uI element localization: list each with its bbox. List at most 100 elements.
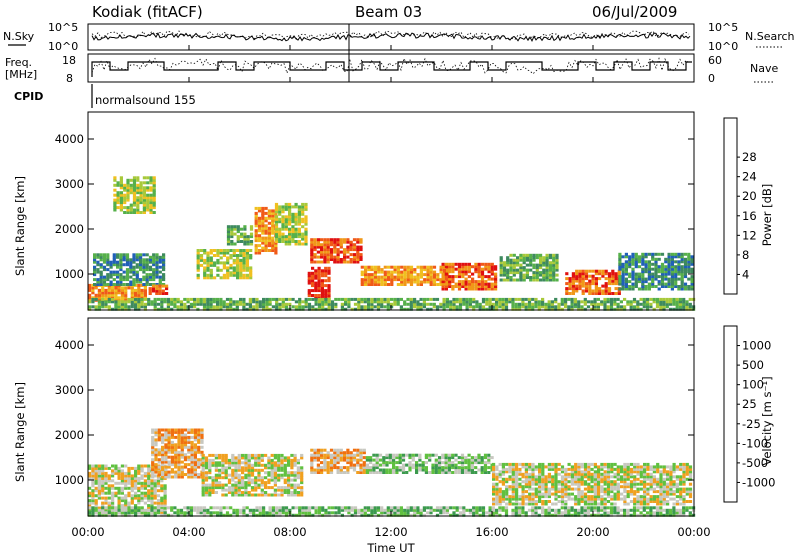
echo-cell <box>320 274 324 278</box>
echo-cell <box>588 284 592 288</box>
echo-cell <box>260 481 264 485</box>
echo-cell <box>160 479 164 483</box>
echo-cell <box>221 488 225 492</box>
echo-cell <box>538 462 542 466</box>
echo-cell <box>130 286 134 290</box>
echo-cell <box>472 300 476 304</box>
echo-cell <box>467 463 471 467</box>
echo-cell <box>613 495 617 499</box>
echo-cell <box>621 267 625 271</box>
echo-cell <box>193 458 197 462</box>
echo-cell <box>254 206 258 210</box>
echo-cell <box>137 469 141 473</box>
echo-cell <box>104 471 108 475</box>
echo-cell <box>234 468 238 472</box>
echo-cell <box>601 284 605 288</box>
echo-cell <box>333 250 337 254</box>
echo-cell <box>236 254 240 257</box>
echo-cell <box>326 245 330 249</box>
echo-cell <box>464 456 468 460</box>
echo-cell <box>155 284 159 288</box>
echo-cell <box>444 272 448 276</box>
echo-cell <box>659 490 663 494</box>
echo-cell <box>142 253 146 257</box>
echo-cell <box>229 297 233 301</box>
echo-cell <box>467 275 471 279</box>
echo-cell <box>644 280 648 284</box>
echo-cell <box>201 468 205 472</box>
echo-cell <box>243 232 247 236</box>
echo-cell <box>274 215 279 219</box>
echo-cell <box>94 474 98 478</box>
echo-cell <box>596 297 600 301</box>
echo-cell <box>672 297 676 301</box>
echo-cell <box>515 500 519 503</box>
echo-cell <box>647 270 651 274</box>
echo-cell <box>639 480 643 484</box>
echo-cell <box>287 473 291 477</box>
echo-cell <box>659 502 663 506</box>
echo-cell <box>577 475 581 479</box>
echo-cell <box>631 252 635 256</box>
echo-cell <box>333 245 337 249</box>
echo-cell <box>636 300 640 304</box>
echo-cell <box>659 472 663 476</box>
echo-cell <box>226 232 231 236</box>
echo-cell <box>487 461 491 465</box>
echo-cell <box>680 285 684 288</box>
echo-cell <box>230 242 234 246</box>
echo-cell <box>464 265 468 269</box>
echo-cell <box>665 297 669 301</box>
echo-cell <box>565 272 569 276</box>
echo-cell <box>481 300 486 304</box>
echo-cell <box>339 453 343 457</box>
echo-cell <box>644 255 648 259</box>
echo-cell <box>537 305 541 309</box>
echo-cell <box>158 258 162 262</box>
echo-cell <box>153 501 157 505</box>
echo-cell <box>239 266 243 270</box>
echo-cell <box>524 480 528 484</box>
echo-cell <box>245 251 249 255</box>
echo-cell <box>152 188 156 192</box>
echo-cell <box>290 463 294 467</box>
echo-cell <box>152 201 156 205</box>
echo-cell <box>613 485 617 489</box>
echo-cell <box>234 456 238 460</box>
echo-cell <box>647 262 651 266</box>
echo-cell <box>127 474 131 478</box>
echo-cell <box>254 229 258 233</box>
echo-cell <box>234 488 238 492</box>
echo-cell <box>534 502 538 506</box>
echo-cell <box>102 275 107 279</box>
echo-cell <box>244 481 248 485</box>
echo-cell <box>206 266 210 270</box>
echo-cell <box>619 305 623 309</box>
echo-cell <box>477 262 481 266</box>
echo-cell <box>204 461 209 465</box>
echo-cell <box>431 466 435 470</box>
echo-cell <box>294 305 298 309</box>
echo-cell <box>594 269 598 273</box>
echo-cell <box>428 453 432 457</box>
echo-cell <box>362 451 366 455</box>
echo-cell <box>580 305 584 309</box>
echo-cell <box>515 475 519 479</box>
echo-cell <box>241 493 245 497</box>
echo-cell <box>206 258 210 262</box>
echo-cell <box>477 270 481 274</box>
echo-cell <box>550 300 554 304</box>
echo-cell <box>180 455 184 459</box>
echo-cell <box>119 176 123 180</box>
echo-cell <box>613 487 617 491</box>
echo-cell <box>267 471 271 475</box>
echo-cell <box>180 453 184 457</box>
echo-cell <box>127 471 131 475</box>
echo-cell <box>471 265 475 269</box>
echo-cell <box>346 245 350 249</box>
echo-cell <box>529 268 533 272</box>
echo-cell <box>247 483 251 487</box>
echo-cell <box>143 464 147 468</box>
echo-cell <box>432 302 436 306</box>
echo-cell <box>151 443 155 447</box>
